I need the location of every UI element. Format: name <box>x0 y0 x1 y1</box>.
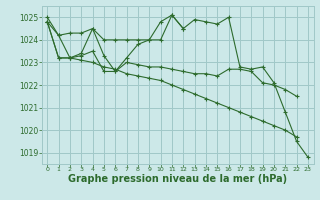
X-axis label: Graphe pression niveau de la mer (hPa): Graphe pression niveau de la mer (hPa) <box>68 174 287 184</box>
